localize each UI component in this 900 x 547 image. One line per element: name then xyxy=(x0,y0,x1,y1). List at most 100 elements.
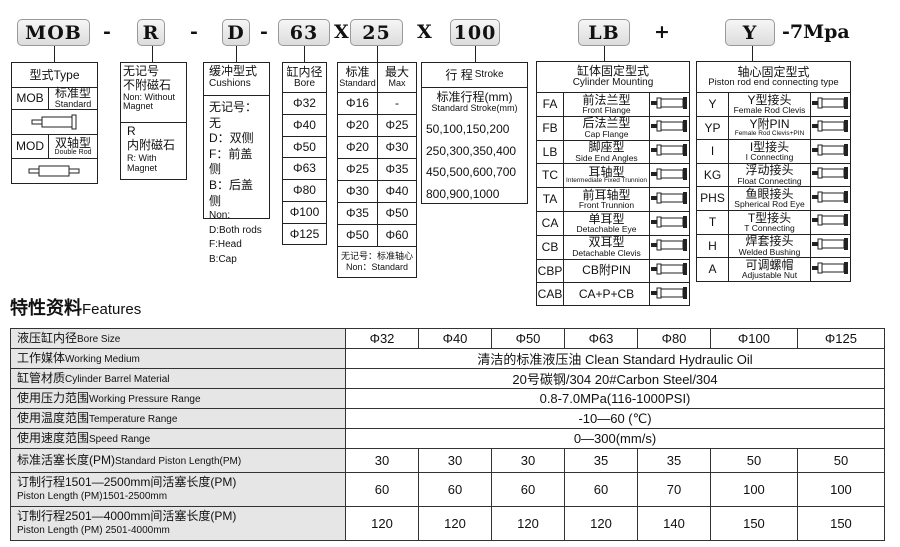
cushion-option-en: D:Both rods xyxy=(209,224,262,236)
option-cn: 浮动接头 xyxy=(745,163,794,178)
code-bore: 63 xyxy=(278,19,330,46)
feature-label-cn: 订制行程2501—4000mm间活塞长度(PM) xyxy=(17,509,237,524)
code-rod: 25 xyxy=(350,19,403,46)
cushion-option-cn: F：前盖侧 xyxy=(209,146,253,177)
feature-label-en: Standard Piston Length(PM) xyxy=(115,455,242,467)
option-en: Female Rod Clevis xyxy=(733,104,806,115)
piston-length-row: 订制行程2501—4000mm间活塞长度(PM) Piston Length (P… xyxy=(10,506,886,541)
type-header: 型式Type xyxy=(29,67,80,82)
option-row: FA 前法兰型 Front Flange xyxy=(537,92,689,116)
option-row: TA 前耳轴型 Front Trunnion xyxy=(537,187,689,211)
option-en: Cap Flange xyxy=(584,128,629,139)
piston-length-value: 60 xyxy=(418,472,492,507)
bore-size-value: Φ100 xyxy=(710,328,798,349)
rod-max-en: Max xyxy=(388,78,406,89)
option-en: I Connecting xyxy=(745,152,794,163)
feature-row: 使用速度范围Speed Range 0—300(mm/s) xyxy=(10,428,885,449)
feature-value: 20号碳钢/304 20#Carbon Steel/304 xyxy=(345,368,885,389)
rod-footer-en: Non：Standard xyxy=(345,262,409,272)
option-row: YP Y附PIN Female Rod Clevis+PIN xyxy=(697,115,850,140)
feature-row: 使用温度范围Temperature Range -10—60 (℃) xyxy=(10,408,885,429)
option-en: Adjustable Nut xyxy=(741,270,798,281)
option-row: FB 后法兰型 Cap Flange xyxy=(537,115,689,140)
magnet-none-cn: 不附磁石 xyxy=(123,77,172,92)
feature-label-cn: 订制行程1501—2500mm间活塞长度(PM) xyxy=(17,475,237,490)
rod-max: - xyxy=(377,93,416,114)
rod-std-cn: 标准 xyxy=(345,65,370,80)
option-row: I I型接头 I Connecting xyxy=(697,139,850,163)
piston-length-value: 30 xyxy=(418,448,492,473)
rod-row: Φ20 Φ30 xyxy=(338,136,416,158)
feature-label-en: Bore Size xyxy=(77,333,121,345)
option-code: CBP xyxy=(537,263,563,278)
bore-option: Φ63 xyxy=(283,157,326,179)
adjustable-nut-icon xyxy=(811,261,851,279)
rod-row: Φ25 Φ35 xyxy=(338,158,416,180)
rod-standard: Φ35 xyxy=(346,206,369,221)
piston-length-value: 100 xyxy=(796,472,886,507)
piston-length-value: 50 xyxy=(796,448,886,473)
type-cn: 标准型 xyxy=(54,86,91,101)
front-flange-icon xyxy=(650,96,690,114)
stroke-sub-cn: 标准行程(mm) xyxy=(436,89,513,104)
feature-label-cn: 液压缸内径 xyxy=(17,330,78,345)
mount-header-cn: 缸体固定型式 xyxy=(576,64,649,79)
type-en: Double Rod xyxy=(54,149,92,157)
piston-length-value: 150 xyxy=(796,506,886,541)
bore-size-row: 液压缸内径Bore Size Φ32 Φ40 Φ50 Φ63 Φ80 Φ100 Φ125 xyxy=(10,328,886,349)
piston-length-value: 60 xyxy=(564,472,638,507)
option-row: LB 脚座型 Side End Angles xyxy=(537,139,689,164)
feature-label-cn: 使用压力范围 xyxy=(17,390,90,405)
option-code: PHS xyxy=(700,191,725,206)
piston-length-value: 120 xyxy=(345,506,419,541)
option-row: H 焊套接头 Welded Bushing xyxy=(697,233,850,258)
rod-standard: Φ50 xyxy=(346,228,369,243)
feature-row: 缸管材质Cylinder Barrel Material 20号碳钢/304 20… xyxy=(10,368,885,389)
rod-max: Φ40 xyxy=(377,181,416,202)
code-cushion: D xyxy=(222,19,250,46)
option-en: Front Flange xyxy=(582,105,631,116)
rod-standard: Φ25 xyxy=(346,162,369,177)
option-code: LB xyxy=(542,144,558,159)
piston-length-value: 50 xyxy=(710,448,798,473)
rod-end-header-cn: 轴心固定型式 xyxy=(737,64,810,79)
stroke-block: 行 程 Stroke 标准行程(mm) Standard Stroke(mm) 50… xyxy=(421,62,528,204)
cushion-option-cn: B：后盖侧 xyxy=(209,177,254,208)
piston-length-value: 30 xyxy=(345,448,419,473)
rod-max: Φ30 xyxy=(377,137,416,158)
code-suffix: -7Mpa xyxy=(782,21,850,43)
option-code: Y xyxy=(708,97,717,111)
detachable-eye-icon xyxy=(650,215,690,233)
option-row: TC 耳轴型 Intermediate Fixed Trunnion xyxy=(537,163,689,188)
cushion-option-en: B:Cap xyxy=(209,253,237,265)
cushion-block: 缓冲型式 Cushions 无记号：无 D：双侧 F：前盖侧 B：后盖侧 Non: D:Bo… xyxy=(203,62,270,265)
rod-end-header-en: Piston rod end connecting type xyxy=(708,77,839,89)
rod-eye-icon xyxy=(811,190,851,208)
detachable-clevis-icon xyxy=(650,238,690,256)
piston-length-value: 60 xyxy=(345,472,419,507)
piston-length-value: 120 xyxy=(491,506,565,541)
magnet-r-cn: 内附磁石 xyxy=(127,137,176,152)
option-cn: T型接头 xyxy=(747,210,792,225)
type-cn: 双轴型 xyxy=(54,135,91,150)
clevis-set-icon xyxy=(650,286,690,304)
rod-clevis-icon xyxy=(811,96,851,114)
option-code: CAB xyxy=(537,287,563,302)
code-separator: + xyxy=(654,21,670,43)
code-magnet: R xyxy=(137,19,165,46)
code-mounting: LB xyxy=(578,19,630,46)
feature-label-en: Speed Range xyxy=(89,433,151,445)
option-row: PHS 鱼眼接头 Spherical Rod Eye xyxy=(697,186,850,210)
piston-length-value: 35 xyxy=(564,448,638,473)
piston-length-value: 140 xyxy=(637,506,711,541)
option-en: Welded Bushing xyxy=(738,246,801,257)
clevis-pin-icon xyxy=(650,262,690,280)
rod-row: Φ20 Φ25 xyxy=(338,114,416,136)
option-row: CBP CB附PIN xyxy=(537,258,690,283)
stroke-values: 450,500,600,700 xyxy=(426,165,517,179)
rod-row: Φ50 Φ60 xyxy=(338,224,416,246)
code-stroke: 100 xyxy=(450,19,500,46)
bore-block: 缸内径 Bore Φ32 Φ40 Φ50 Φ63 Φ80 Φ100 Φ125 xyxy=(282,62,327,245)
type-block: 型式Type MOB 标准型 Standard MOD 双轴型 Double Rod xyxy=(11,62,98,184)
bore-size-value: Φ50 xyxy=(491,328,565,349)
